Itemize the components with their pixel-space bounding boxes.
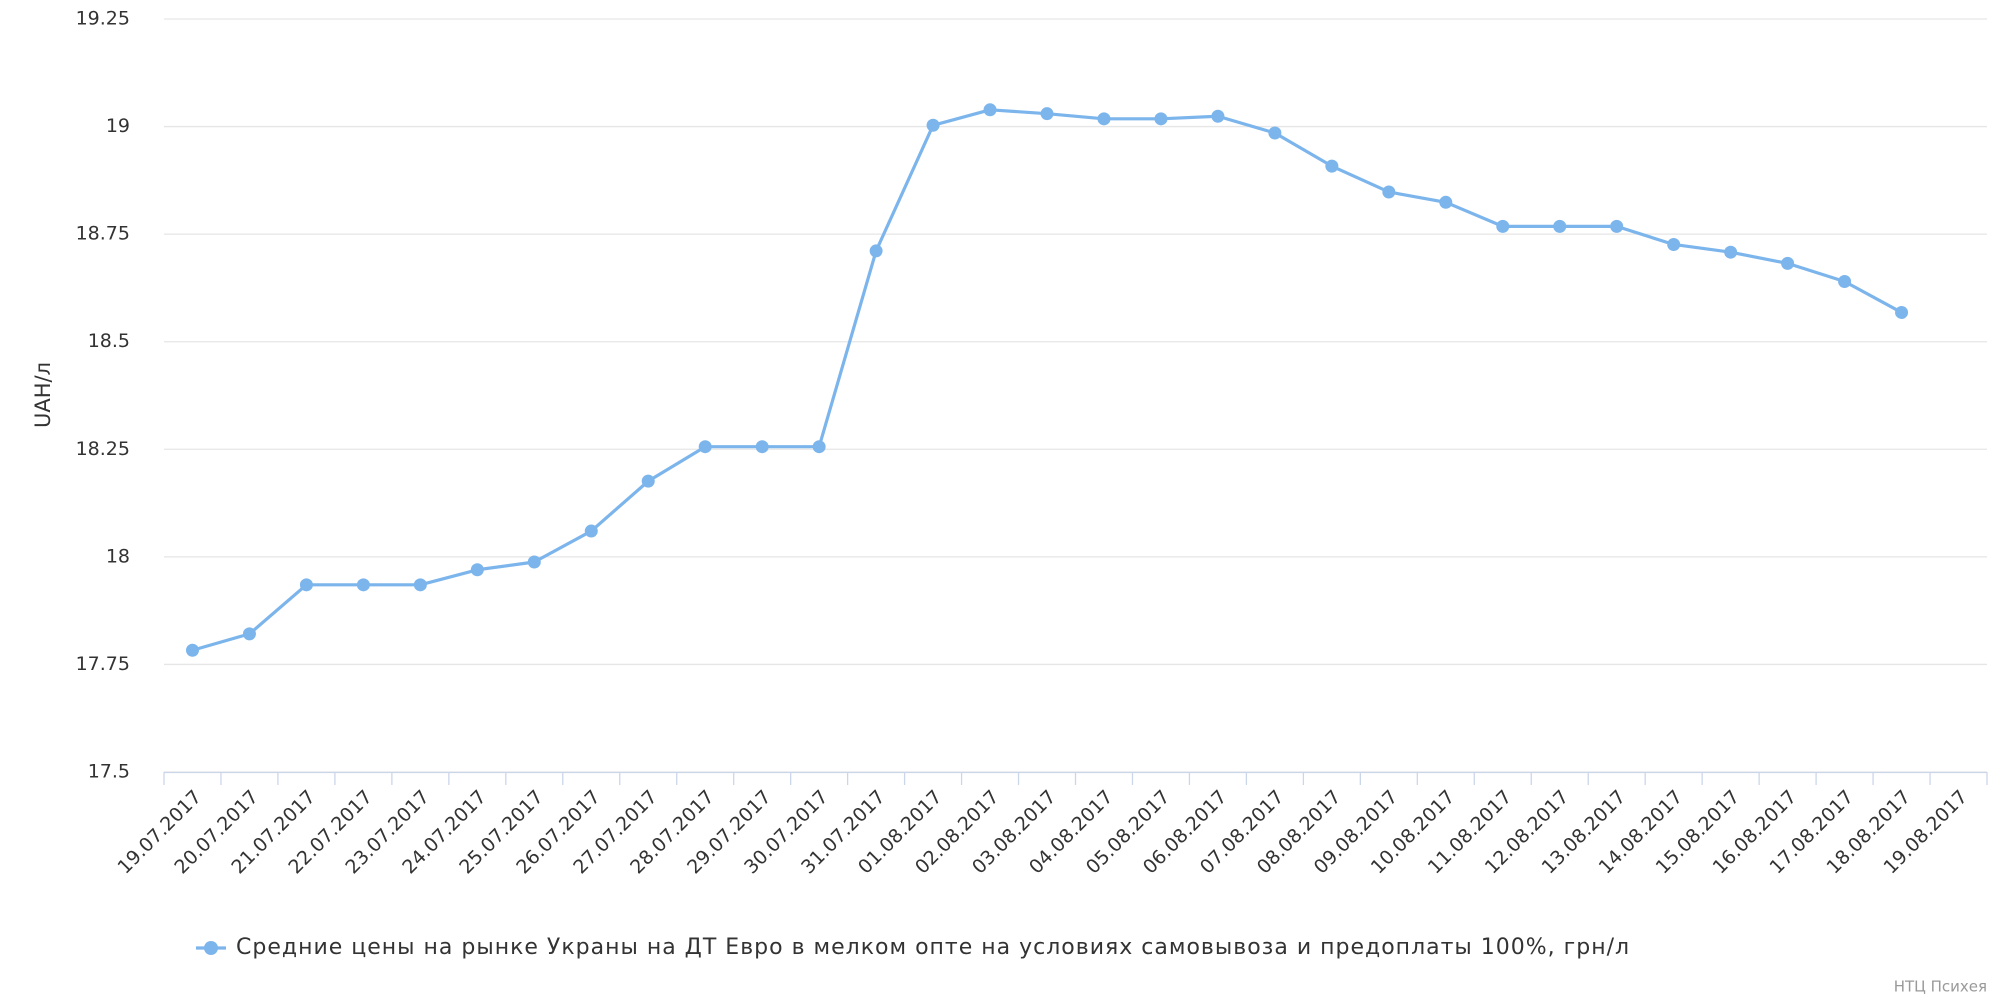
legend-label: Средние цены на рынке Украны на ДТ Евро …	[236, 935, 1630, 960]
data-point	[413, 578, 427, 592]
data-point	[812, 440, 826, 454]
data-point	[1439, 195, 1453, 209]
y-tick-label: 18.75	[76, 223, 130, 245]
y-tick-label: 17.75	[76, 653, 130, 675]
y-tick-label: 19.25	[76, 8, 130, 30]
data-point	[299, 578, 313, 592]
data-point	[1895, 305, 1909, 319]
data-point	[1097, 112, 1111, 126]
legend-marker	[204, 941, 218, 955]
data-point	[1382, 185, 1396, 199]
data-point	[584, 524, 598, 538]
data-point	[527, 555, 541, 569]
data-point	[926, 118, 940, 132]
data-point	[1667, 237, 1681, 251]
data-point	[1154, 112, 1168, 126]
data-point	[1838, 274, 1852, 288]
data-point	[1610, 219, 1624, 233]
data-point	[1040, 107, 1054, 121]
data-point	[1724, 245, 1738, 259]
y-axis-title: UAH/л	[31, 362, 55, 428]
y-tick-label: 19	[106, 115, 130, 137]
y-tick-label: 18	[106, 545, 130, 567]
data-point	[1211, 109, 1225, 123]
data-point	[470, 563, 484, 577]
y-tick-label: 18.25	[76, 438, 130, 460]
credit: НТЦ Психея	[1894, 978, 1987, 996]
data-point	[1781, 256, 1795, 270]
data-point	[242, 627, 256, 641]
data-point	[1268, 126, 1282, 140]
y-tick-label: 17.5	[88, 761, 130, 783]
data-point	[983, 103, 997, 117]
data-point	[869, 244, 883, 258]
data-point	[755, 440, 769, 454]
data-point	[1496, 219, 1510, 233]
y-tick-label: 18.5	[88, 330, 130, 352]
data-point	[641, 474, 655, 488]
data-point	[185, 643, 199, 657]
data-point	[698, 440, 712, 454]
data-point	[1553, 219, 1567, 233]
data-point	[356, 578, 370, 592]
series-line	[192, 108, 1903, 652]
data-point	[1325, 159, 1339, 173]
